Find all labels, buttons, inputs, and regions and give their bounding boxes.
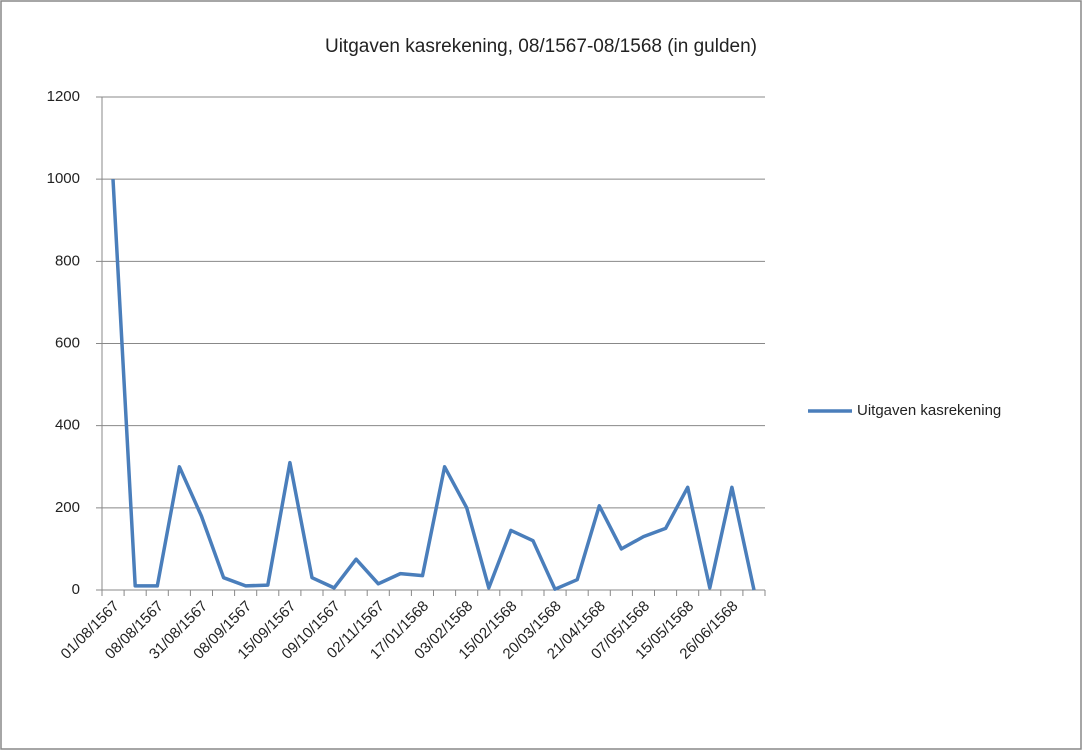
legend-label: Uitgaven kasrekening bbox=[857, 402, 1001, 419]
y-tick-label: 600 bbox=[55, 334, 80, 351]
y-tick-label: 1000 bbox=[47, 170, 80, 187]
chart-title: Uitgaven kasrekening, 08/1567-08/1568 (i… bbox=[325, 36, 757, 57]
y-tick-label: 200 bbox=[55, 499, 80, 516]
y-tick-label: 800 bbox=[55, 252, 80, 269]
y-tick-label: 1200 bbox=[47, 88, 80, 105]
data-line bbox=[111, 179, 756, 591]
y-tick-label: 400 bbox=[55, 417, 80, 434]
y-tick-label: 0 bbox=[72, 581, 80, 598]
